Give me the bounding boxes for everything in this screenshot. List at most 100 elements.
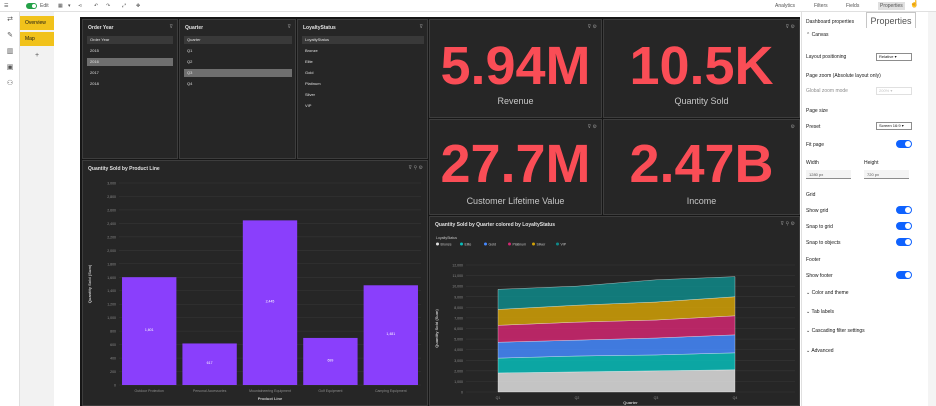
- height-input[interactable]: 720 px: [864, 170, 909, 179]
- filter-item[interactable]: LoyaltyStatus: [302, 36, 424, 44]
- snap-grid-toggle[interactable]: [896, 222, 912, 230]
- y-tick-label: 9,000: [454, 295, 463, 299]
- analytics-button[interactable]: Analytics: [775, 3, 796, 9]
- section-label: Cascading filter settings: [811, 328, 865, 334]
- y-axis-label: Quantity Sold (Sum): [434, 309, 439, 348]
- area-series: [497, 369, 736, 393]
- filter-item[interactable]: Elite: [305, 59, 313, 64]
- filter-item[interactable]: Q2: [187, 59, 193, 64]
- bar: [303, 337, 358, 385]
- select-value: Relative: [879, 54, 894, 59]
- y-tick-label: 1,400: [107, 289, 116, 293]
- filter-item[interactable]: 2017: [90, 70, 99, 75]
- filter-item[interactable]: Platinum: [305, 81, 321, 86]
- y-tick-label: 5,000: [454, 338, 463, 342]
- x-tick-label: Q4: [733, 396, 738, 400]
- filter-item[interactable]: Quarter: [184, 36, 292, 44]
- chevron-down-icon[interactable]: ▾: [68, 3, 71, 9]
- section-color-theme[interactable]: ⌄ Color and theme: [806, 290, 849, 296]
- filter-item[interactable]: Order Year: [87, 36, 173, 44]
- show-grid-label: Show grid: [806, 208, 829, 214]
- section-canvas[interactable]: ⌃ Canvas: [806, 32, 829, 38]
- properties-title: Dashboard properties: [806, 19, 855, 25]
- filter-icon[interactable]: ⊽: [169, 24, 173, 30]
- filter-item[interactable]: 2015: [90, 48, 99, 53]
- properties-tab[interactable]: Properties: [866, 12, 916, 28]
- properties-button[interactable]: Properties: [878, 2, 905, 10]
- properties-panel: Dashboard properties ⌃ Canvas Layout pos…: [801, 12, 936, 406]
- y-tick-label: 1,600: [107, 276, 116, 280]
- grid-icon[interactable]: ▦: [58, 3, 63, 9]
- page-zoom-label: Page zoom (Absolute layout only): [806, 73, 881, 79]
- dashboard-tabs: Overview Map +: [20, 12, 54, 406]
- filters-button[interactable]: Filters: [814, 3, 828, 9]
- filter-title: Order Year: [88, 25, 114, 31]
- preset-select[interactable]: Screen 16:9 ▾: [876, 122, 912, 130]
- filter-item[interactable]: VIP: [305, 103, 312, 108]
- filter-quarter: Quarter ⊽ Quarter Q1 Q2 Q3 Q4: [179, 19, 296, 159]
- y-tick-label: 11,000: [453, 274, 463, 278]
- add-tab-icon[interactable]: +: [35, 52, 40, 59]
- y-tick-label: 2,600: [107, 208, 116, 212]
- edit-toggle[interactable]: [26, 3, 37, 9]
- y-tick-label: 7,000: [454, 316, 463, 320]
- fields-button[interactable]: Fields: [846, 3, 860, 9]
- filter-item[interactable]: 2016: [87, 58, 173, 66]
- kpi-label: Customer Lifetime Value: [466, 196, 565, 206]
- filter-item[interactable]: Silver: [305, 92, 316, 97]
- layout-positioning-label: Layout positioning: [806, 54, 847, 60]
- zoom-select[interactable]: 200% ▾: [876, 87, 912, 95]
- expand-icon[interactable]: ⤢: [122, 3, 127, 9]
- bar-value-label: 1,481: [386, 332, 395, 336]
- fit-page-toggle[interactable]: [896, 140, 912, 148]
- pencil-icon[interactable]: ✎: [7, 32, 13, 39]
- layout-positioning-select[interactable]: Relative ▾: [876, 53, 912, 61]
- width-input[interactable]: 1280 px: [806, 170, 851, 179]
- chart-icon[interactable]: ▥: [6, 48, 14, 55]
- x-tick-label: Outdoor Protection: [135, 389, 164, 393]
- chart-controls-icon[interactable]: ⊽ ⚲ ⚙: [780, 221, 795, 227]
- drag-icon[interactable]: ✥: [136, 3, 141, 9]
- filter-icon[interactable]: ⊽ ⚙: [587, 124, 597, 130]
- share-icon[interactable]: ⋖: [78, 3, 83, 9]
- preset-label: Preset: [806, 124, 821, 130]
- page-size-label: Page size: [806, 108, 828, 114]
- filter-icon[interactable]: ⊽ ⚙: [785, 24, 795, 30]
- tab-map[interactable]: Map: [20, 32, 54, 46]
- filter-item[interactable]: Q3: [184, 69, 292, 77]
- navigate-icon[interactable]: ⇄: [7, 16, 13, 23]
- settings-icon[interactable]: ⚙: [790, 124, 795, 130]
- bar-value-label: 699: [327, 358, 333, 362]
- filter-item[interactable]: Q4: [187, 81, 193, 86]
- show-grid-toggle[interactable]: [896, 206, 912, 214]
- filter-item[interactable]: Q1: [187, 48, 193, 53]
- section-advanced[interactable]: ⌄ Advanced: [806, 348, 834, 354]
- filter-item[interactable]: 2018: [90, 81, 99, 86]
- filter-icon[interactable]: ⊽ ⚙: [587, 24, 597, 30]
- y-tick-label: 3,000: [107, 182, 116, 186]
- kpi-value: 2.47B: [629, 134, 774, 194]
- undo-icon[interactable]: ↶: [94, 3, 99, 9]
- chart-title: Quantity Sold by Quarter colored by Loya…: [435, 222, 556, 228]
- kpi-revenue: ⊽ ⚙ 5.94M Revenue: [429, 19, 602, 118]
- section-tab-labels[interactable]: ⌄ Tab labels: [806, 309, 835, 315]
- legend-title: LoyaltyStatus: [436, 236, 457, 240]
- redo-icon[interactable]: ↷: [106, 3, 111, 9]
- show-footer-toggle[interactable]: [896, 271, 912, 279]
- image-icon[interactable]: ▣: [6, 64, 14, 71]
- menu-icon[interactable]: ☰: [4, 3, 9, 9]
- filter-loyalty-status: LoyaltyStatus ⊽ LoyaltyStatus Bronze Eli…: [297, 19, 428, 159]
- filter-item[interactable]: Gold: [305, 70, 314, 75]
- scrollbar[interactable]: [928, 12, 936, 406]
- y-tick-label: 6,000: [454, 327, 463, 331]
- section-cascading[interactable]: ⌄ Cascading filter settings: [806, 328, 865, 334]
- edit-label: Edit: [40, 3, 49, 9]
- tab-overview[interactable]: Overview: [20, 16, 54, 30]
- filter-icon[interactable]: ⊽: [287, 24, 291, 30]
- filter-item[interactable]: Bronze: [305, 48, 318, 53]
- chart-controls-icon[interactable]: ⊽ ⚲ ⚙: [408, 165, 423, 171]
- left-rail: ⇄ ✎ ▥ ▣ ⚇: [0, 12, 20, 406]
- snap-objects-toggle[interactable]: [896, 238, 912, 246]
- filter-icon[interactable]: ⊽: [419, 24, 423, 30]
- people-icon[interactable]: ⚇: [6, 80, 14, 87]
